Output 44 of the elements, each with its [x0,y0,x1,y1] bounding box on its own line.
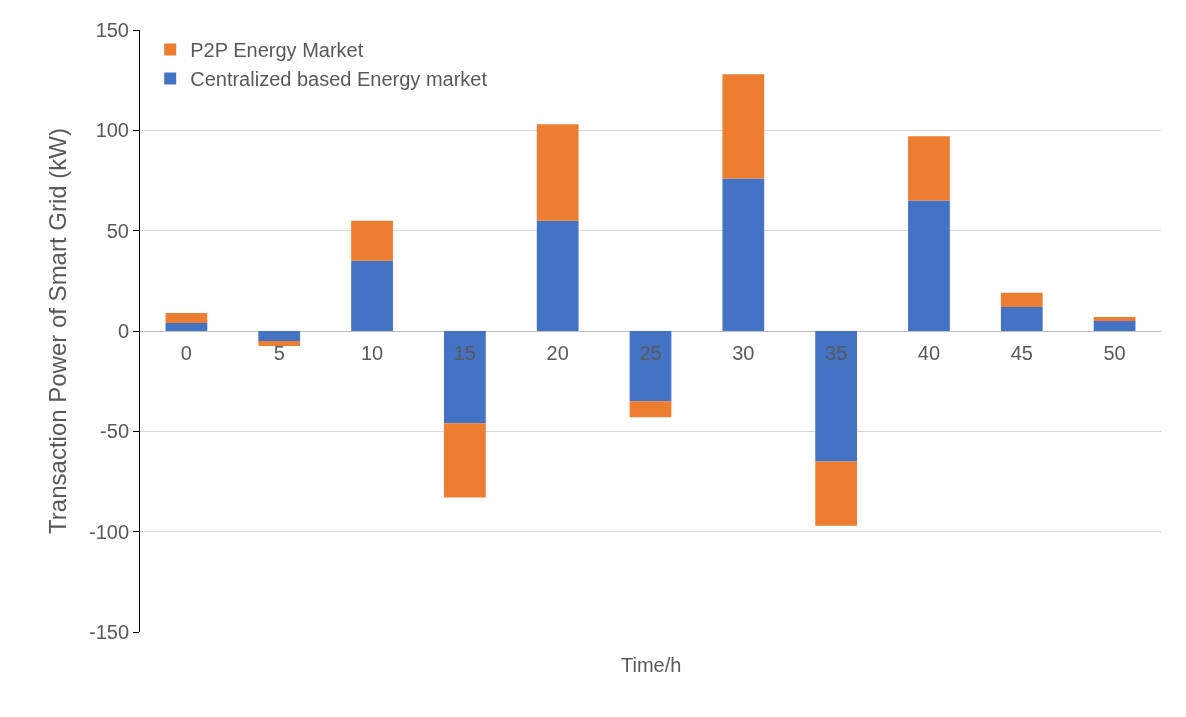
legend-label: P2P Energy Market [190,39,364,62]
bar [351,220,393,261]
bar [536,124,579,221]
y-tick-label: 50 [106,219,129,242]
y-tick-label: -50 [100,420,129,443]
bar [536,220,579,331]
bar [1093,316,1136,321]
bar [258,341,301,347]
x-tick-label: 10 [360,342,384,364]
y-axis-title: Transaction Power of Smart Grid (kW) [44,128,72,534]
bar [1093,320,1136,331]
x-tick-label: 35 [825,342,848,364]
x-tick-label: 40 [917,342,941,364]
y-tick-label: 100 [95,119,129,142]
y-tick-label: -100 [88,520,129,543]
bar [815,461,858,526]
legend-label: Centralized based Energy market [190,68,488,91]
bar [722,178,765,331]
x-tick-label: 0 [180,342,192,364]
bar [815,331,858,462]
bar [629,401,672,418]
bar [722,74,765,179]
x-tick-label: 15 [453,342,476,364]
bar [351,260,393,331]
bar [629,331,672,402]
bar [908,200,950,331]
y-tick-label: 150 [95,19,129,41]
bar [1000,292,1043,307]
bar [165,312,208,323]
x-axis-title: Time/h [621,654,682,676]
bar [1000,306,1043,331]
bar [165,322,208,331]
x-tick-label: 50 [1103,342,1126,364]
x-tick-label: 20 [546,342,569,364]
bar [258,331,301,342]
bar [443,423,486,498]
y-tick-label: 0 [117,320,129,342]
x-tick-label: 45 [1010,342,1033,364]
x-tick-label: 25 [639,342,662,364]
x-tick-label: 30 [732,342,755,364]
y-tick-label: -150 [88,621,129,643]
bar [443,331,486,424]
x-tick-label: 5 [273,342,285,364]
bar [908,136,950,201]
